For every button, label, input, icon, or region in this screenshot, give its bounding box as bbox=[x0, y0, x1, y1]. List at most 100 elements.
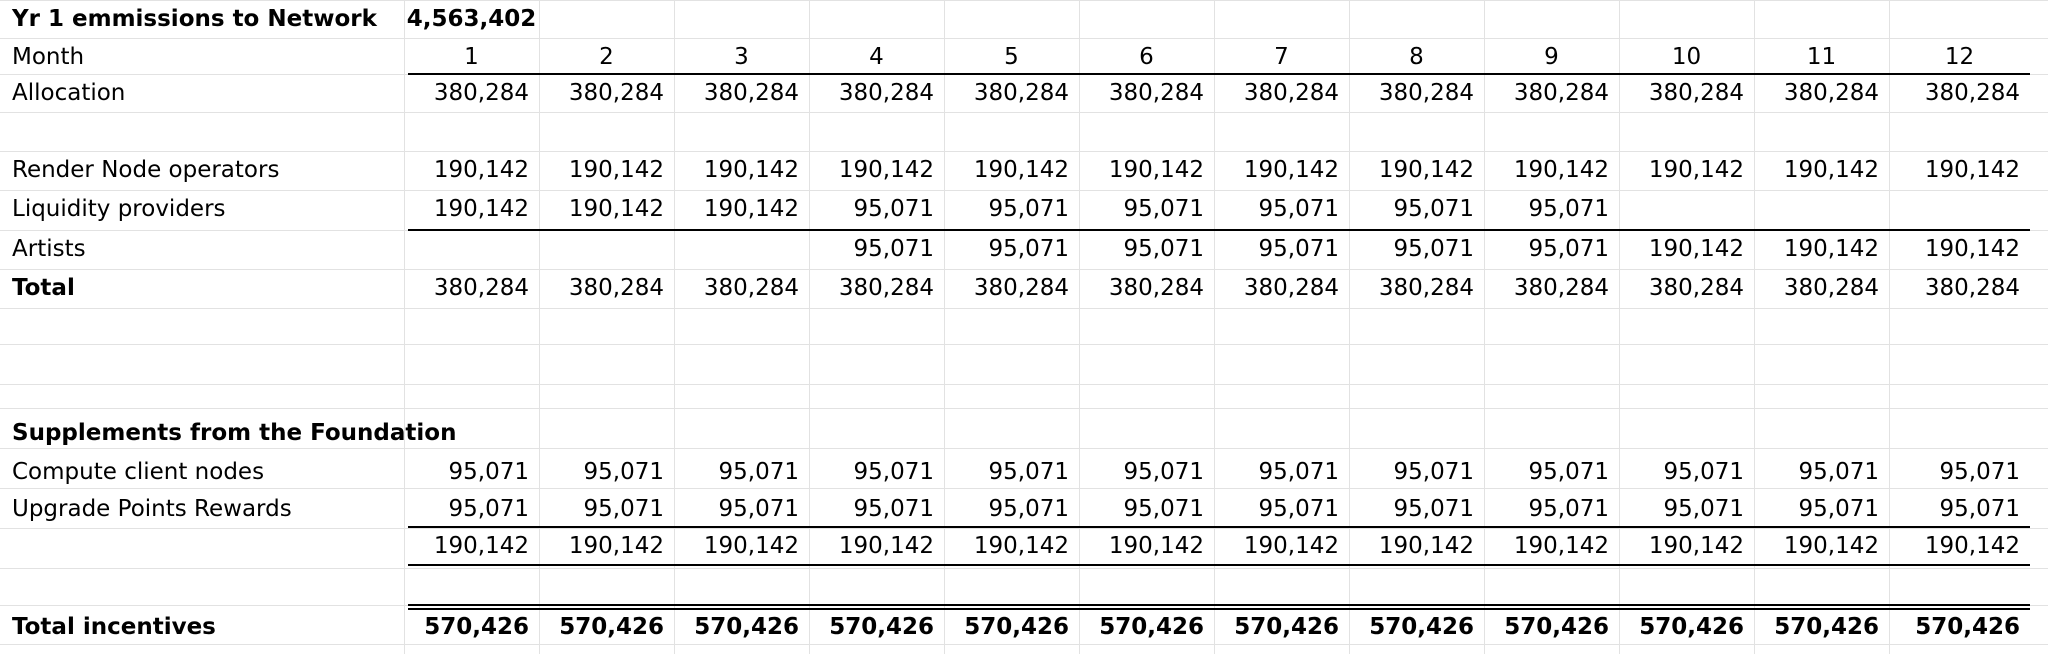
total-cell[interactable]: 380,284 bbox=[1783, 275, 1879, 301]
month-number[interactable]: 2 bbox=[599, 44, 614, 70]
total-cell[interactable]: 380,284 bbox=[838, 275, 934, 301]
supplements-total-cell[interactable]: 190,142 bbox=[1513, 533, 1609, 559]
artists-cell[interactable]: 95,071 bbox=[1123, 236, 1204, 262]
compute-client-nodes-cell[interactable]: 95,071 bbox=[448, 459, 529, 485]
compute-client-nodes-cell[interactable]: 95,071 bbox=[1393, 459, 1474, 485]
supplements-total-cell[interactable]: 190,142 bbox=[1648, 533, 1744, 559]
total-label[interactable]: Total bbox=[12, 275, 75, 301]
month-number[interactable]: 4 bbox=[869, 44, 884, 70]
upgrade-points-rewards-cell[interactable]: 95,071 bbox=[1939, 496, 2020, 522]
month-number[interactable]: 12 bbox=[1944, 44, 1975, 70]
supplements-total-cell[interactable]: 190,142 bbox=[1108, 533, 1204, 559]
supplements-total-cell[interactable]: 190,142 bbox=[433, 533, 529, 559]
artists-cell[interactable]: 190,142 bbox=[1648, 236, 1744, 262]
compute-client-nodes-cell[interactable]: 95,071 bbox=[1663, 459, 1744, 485]
total-incentives-cell[interactable]: 570,426 bbox=[1774, 614, 1879, 640]
upgrade-points-rewards-cell[interactable]: 95,071 bbox=[448, 496, 529, 522]
month-number[interactable]: 1 bbox=[464, 44, 479, 70]
artists-cell[interactable]: 190,142 bbox=[1924, 236, 2020, 262]
upgrade-points-rewards-cell[interactable]: 95,071 bbox=[1663, 496, 1744, 522]
supplements-total-cell[interactable]: 190,142 bbox=[973, 533, 1069, 559]
total-cell[interactable]: 380,284 bbox=[1648, 275, 1744, 301]
supplements-total-cell[interactable]: 190,142 bbox=[1924, 533, 2020, 559]
compute-client-nodes-cell[interactable]: 95,071 bbox=[1939, 459, 2020, 485]
total-cell[interactable]: 380,284 bbox=[973, 275, 1069, 301]
upgrade-points-rewards-cell[interactable]: 95,071 bbox=[1123, 496, 1204, 522]
allocation-label[interactable]: Allocation bbox=[12, 80, 126, 106]
upgrade-points-rewards-cell[interactable]: 95,071 bbox=[853, 496, 934, 522]
render-node-cell[interactable]: 190,142 bbox=[703, 157, 799, 183]
artists-cell[interactable] bbox=[539, 230, 674, 268]
render-node-cell[interactable]: 190,142 bbox=[1924, 157, 2020, 183]
artists-cell[interactable] bbox=[404, 230, 539, 268]
allocation-cell[interactable]: 380,284 bbox=[1648, 80, 1744, 106]
supplements-total-cell[interactable]: 190,142 bbox=[1783, 533, 1879, 559]
allocation-cell[interactable]: 380,284 bbox=[1243, 80, 1339, 106]
artists-cell[interactable]: 95,071 bbox=[1258, 236, 1339, 262]
render-node-label[interactable]: Render Node operators bbox=[12, 157, 280, 183]
total-cell[interactable]: 380,284 bbox=[568, 275, 664, 301]
artists-cell[interactable]: 95,071 bbox=[1393, 236, 1474, 262]
month-number[interactable]: 6 bbox=[1139, 44, 1154, 70]
allocation-cell[interactable]: 380,284 bbox=[433, 80, 529, 106]
liquidity-cell[interactable]: 95,071 bbox=[853, 196, 934, 222]
total-cell[interactable]: 380,284 bbox=[1243, 275, 1339, 301]
artists-cell[interactable]: 95,071 bbox=[853, 236, 934, 262]
render-node-cell[interactable]: 190,142 bbox=[568, 157, 664, 183]
liquidity-cell[interactable]: 190,142 bbox=[703, 196, 799, 222]
liquidity-cell[interactable] bbox=[1889, 190, 2030, 228]
render-node-cell[interactable]: 190,142 bbox=[1108, 157, 1204, 183]
allocation-cell[interactable]: 380,284 bbox=[1378, 80, 1474, 106]
total-incentives-cell[interactable]: 570,426 bbox=[1234, 614, 1339, 640]
total-cell[interactable]: 380,284 bbox=[1378, 275, 1474, 301]
artists-cell[interactable]: 95,071 bbox=[1528, 236, 1609, 262]
liquidity-cell[interactable]: 95,071 bbox=[1123, 196, 1204, 222]
compute-client-nodes-cell[interactable]: 95,071 bbox=[1258, 459, 1339, 485]
total-incentives-cell[interactable]: 570,426 bbox=[829, 614, 934, 640]
upgrade-points-rewards-cell[interactable]: 95,071 bbox=[988, 496, 1069, 522]
month-number[interactable]: 11 bbox=[1806, 44, 1837, 70]
upgrade-points-rewards-cell[interactable]: 95,071 bbox=[718, 496, 799, 522]
total-incentives-cell[interactable]: 570,426 bbox=[1369, 614, 1474, 640]
total-cell[interactable]: 380,284 bbox=[1513, 275, 1609, 301]
compute-client-nodes-cell[interactable]: 95,071 bbox=[718, 459, 799, 485]
render-node-cell[interactable]: 190,142 bbox=[1243, 157, 1339, 183]
supplements-total-cell[interactable]: 190,142 bbox=[1378, 533, 1474, 559]
allocation-cell[interactable]: 380,284 bbox=[1513, 80, 1609, 106]
total-incentives-cell[interactable]: 570,426 bbox=[1099, 614, 1204, 640]
render-node-cell[interactable]: 190,142 bbox=[433, 157, 529, 183]
total-incentives-cell[interactable]: 570,426 bbox=[964, 614, 1069, 640]
allocation-cell[interactable]: 380,284 bbox=[703, 80, 799, 106]
compute-client-nodes-cell[interactable]: 95,071 bbox=[988, 459, 1069, 485]
upgrade-points-rewards-cell[interactable]: 95,071 bbox=[1798, 496, 1879, 522]
supplements-total-cell[interactable]: 190,142 bbox=[838, 533, 934, 559]
compute-client-nodes-cell[interactable]: 95,071 bbox=[1528, 459, 1609, 485]
title-label[interactable]: Yr 1 emmissions to Network bbox=[12, 6, 377, 32]
upgrade-points-rewards-cell[interactable]: 95,071 bbox=[1528, 496, 1609, 522]
liquidity-cell[interactable] bbox=[1754, 190, 1889, 228]
allocation-cell[interactable]: 380,284 bbox=[1924, 80, 2020, 106]
liquidity-cell[interactable] bbox=[1619, 190, 1754, 228]
month-number[interactable]: 5 bbox=[1004, 44, 1019, 70]
month-label[interactable]: Month bbox=[12, 44, 85, 70]
upgrade-points-rewards-cell[interactable]: 95,071 bbox=[1393, 496, 1474, 522]
render-node-cell[interactable]: 190,142 bbox=[1378, 157, 1474, 183]
total-incentives-cell[interactable]: 570,426 bbox=[1504, 614, 1609, 640]
liquidity-label[interactable]: Liquidity providers bbox=[12, 196, 226, 222]
month-number[interactable]: 10 bbox=[1671, 44, 1702, 70]
allocation-cell[interactable]: 380,284 bbox=[1108, 80, 1204, 106]
month-number[interactable]: 7 bbox=[1274, 44, 1289, 70]
render-node-cell[interactable]: 190,142 bbox=[838, 157, 934, 183]
artists-cell[interactable] bbox=[674, 230, 809, 268]
total-incentives-cell[interactable]: 570,426 bbox=[424, 614, 529, 640]
liquidity-cell[interactable]: 190,142 bbox=[568, 196, 664, 222]
liquidity-cell[interactable]: 190,142 bbox=[433, 196, 529, 222]
supplements-total-cell[interactable]: 190,142 bbox=[1243, 533, 1339, 559]
total-cell[interactable]: 380,284 bbox=[1108, 275, 1204, 301]
compute-client-nodes-cell[interactable]: 95,071 bbox=[853, 459, 934, 485]
allocation-cell[interactable]: 380,284 bbox=[838, 80, 934, 106]
render-node-cell[interactable]: 190,142 bbox=[973, 157, 1069, 183]
compute-client-nodes-cell[interactable]: 95,071 bbox=[583, 459, 664, 485]
render-node-cell[interactable]: 190,142 bbox=[1648, 157, 1744, 183]
